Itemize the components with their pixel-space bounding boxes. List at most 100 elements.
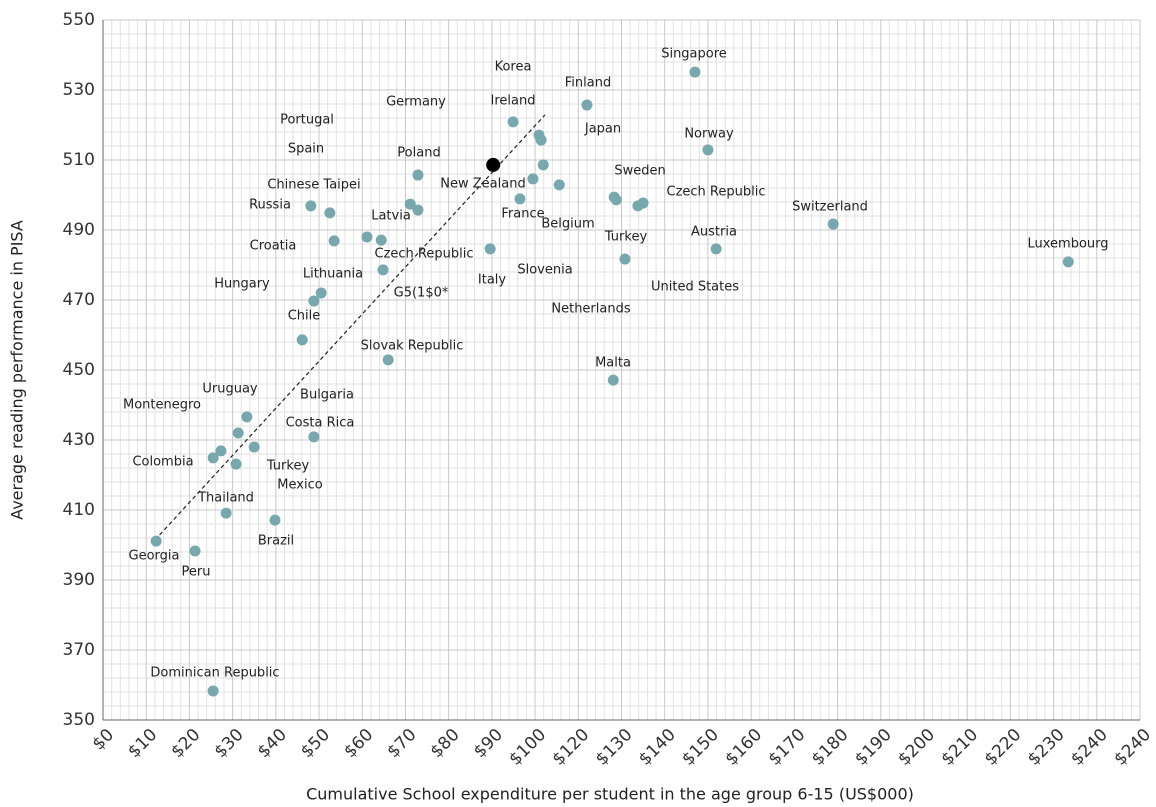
point [553,179,565,191]
y-tick-label: 390 [63,570,95,590]
point-label: Spain [288,142,324,157]
point-label: Bulgaria [300,388,354,403]
point [324,207,336,219]
x-tick-label: $230 [1024,725,1069,770]
point [581,99,593,111]
point [1062,256,1074,268]
point-label: Turkey [604,230,648,245]
point [377,264,389,276]
point [382,354,394,366]
point-label: Portugal [280,113,334,128]
x-tick-label: $160 [721,725,766,770]
point-label: Poland [397,146,440,161]
point-label: Malta [595,356,631,371]
point-label: Uruguay [202,382,258,397]
x-tick-label: $30 [211,725,248,762]
point-label: Lithuania [303,267,363,282]
point-label: Russia [249,198,291,213]
point [328,235,340,247]
y-tick-label: 350 [63,710,95,730]
x-tick-label: $60 [340,725,377,762]
x-tick-label: $20 [167,725,204,762]
point-label: Finland [565,76,611,91]
point [375,234,387,246]
point [527,173,539,185]
x-tick-label: $70 [383,725,420,762]
x-tick-label: $220 [981,725,1026,770]
x-tick-label: $130 [592,725,637,770]
point [637,197,649,209]
point [514,193,526,205]
point [315,287,327,299]
point [689,66,701,78]
point-label: Ireland [491,94,536,109]
x-tick-label: $180 [808,725,853,770]
x-tick-label: $170 [765,725,810,770]
x-tick-label: $100 [505,725,550,770]
point-label: United States [651,280,739,295]
point [207,452,219,464]
point-label: Turkey [266,459,310,474]
x-tick-label: $90 [470,725,507,762]
x-tick-label: $240 [1110,725,1155,770]
point-label: Belgium [541,217,594,232]
point [535,134,547,146]
point [619,253,631,265]
trend-line [154,114,546,541]
y-tick-label: 550 [63,10,95,30]
point-label: Georgia [129,549,180,564]
point [507,116,519,128]
point [610,194,622,206]
x-tick-label: $120 [549,725,594,770]
point-label: G5(1$0* [394,286,449,301]
point-label: Germany [386,95,446,110]
point-label: Czech Republic [375,247,474,262]
point [710,243,722,255]
x-tick-label: $50 [297,725,334,762]
y-axis-title: Average reading performance in PISA [8,220,27,520]
point-label: Norway [684,127,734,142]
y-tick-label: 470 [63,290,95,310]
point [702,144,714,156]
point [308,295,320,307]
point-label: Colombia [132,455,193,470]
point [305,200,317,212]
point-label: Switzerland [792,200,868,215]
point [241,411,253,423]
x-axis-title: Cumulative School expenditure per studen… [306,785,914,804]
y-tick-label: 510 [63,150,95,170]
point-label: Japan [584,122,621,137]
point [412,169,424,181]
point-label: Luxembourg [1027,237,1108,252]
x-tick-label: $140 [635,725,680,770]
x-tick-label: $80 [427,725,464,762]
point [607,374,619,386]
point-label: Hungary [214,277,270,292]
y-tick-label: 530 [63,80,95,100]
x-tick-label: $210 [938,725,983,770]
y-tick-label: 450 [63,360,95,380]
point [484,243,496,255]
point [248,441,260,453]
point-label: Slovenia [517,263,572,278]
point-label: France [501,207,544,222]
point [404,198,416,210]
point [308,431,320,443]
point-label: Montenegro [123,398,201,413]
point [150,535,162,547]
point-label: Netherlands [551,302,630,317]
point-label: Mexico [277,478,322,493]
y-tick-label: 410 [63,500,95,520]
point-label: Austria [691,225,737,240]
point [827,218,839,230]
point [230,458,242,470]
point-label: New Zealand [440,177,525,192]
point-label: Slovak Republic [361,339,464,354]
y-tick-label: 370 [63,640,95,660]
x-tick-label: $10 [124,725,161,762]
point [361,231,373,243]
x-tick-label: $40 [254,725,291,762]
point [537,159,549,171]
point-label: Latvia [371,209,411,224]
